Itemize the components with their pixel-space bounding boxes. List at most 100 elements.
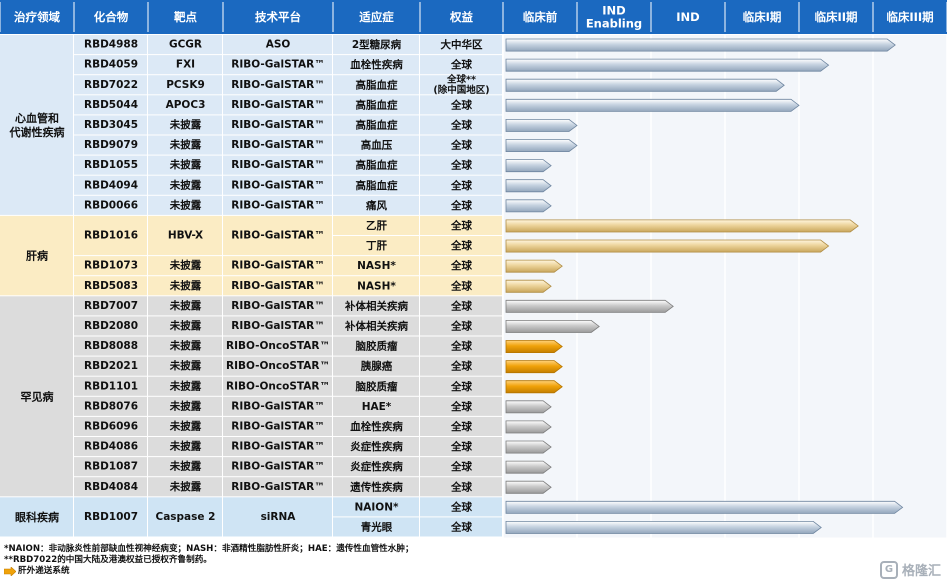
target-name: 未披露 bbox=[169, 118, 202, 131]
indication-name: 高脂血症 bbox=[356, 179, 398, 192]
table-cell bbox=[223, 155, 332, 175]
table-cell bbox=[74, 376, 147, 396]
table-cell bbox=[148, 376, 222, 396]
indication-name: 胰腺癌 bbox=[361, 360, 393, 373]
area-label: 罕见病 bbox=[21, 389, 54, 403]
indication-name: 遗传性疾病 bbox=[349, 480, 403, 493]
indication-name: 血栓性疾病 bbox=[350, 58, 403, 71]
indication-name: 痛风 bbox=[365, 199, 387, 212]
rights-region: 全球 bbox=[450, 380, 472, 393]
table-cell bbox=[333, 276, 419, 296]
table-cell bbox=[420, 256, 502, 276]
progress-arrow bbox=[505, 521, 822, 534]
header-phase-label: 临床I期 bbox=[743, 10, 782, 24]
header-column-label: 化合物 bbox=[94, 10, 129, 24]
table-cell bbox=[148, 256, 222, 276]
header-phase-label: 临床前 bbox=[523, 10, 558, 24]
table-cell bbox=[223, 35, 332, 55]
table-cell bbox=[333, 95, 419, 115]
table-cell bbox=[333, 296, 419, 316]
table-cell bbox=[420, 396, 502, 416]
rights-region: 全球 bbox=[450, 279, 472, 292]
table-cell bbox=[148, 356, 222, 376]
table-cell bbox=[74, 336, 147, 356]
table-cell bbox=[223, 175, 332, 195]
rights-region: 全球 bbox=[450, 179, 472, 192]
rights-region: 全球 bbox=[450, 159, 472, 172]
target-name: 未披露 bbox=[169, 339, 202, 352]
table-cell bbox=[74, 75, 147, 95]
table-cell bbox=[223, 437, 332, 457]
table-cell bbox=[223, 115, 332, 135]
table-cell bbox=[420, 416, 502, 436]
table-cell bbox=[333, 376, 419, 396]
table-cell bbox=[223, 135, 332, 155]
progress-arrow bbox=[505, 340, 563, 353]
progress-arrow bbox=[505, 380, 563, 394]
table-cell bbox=[333, 35, 419, 55]
rights-region: 全球 bbox=[450, 58, 472, 71]
indication-name: 青光眼 bbox=[361, 520, 393, 533]
table-cell bbox=[148, 95, 222, 115]
indication-name: NASH* bbox=[357, 260, 396, 272]
platform-name: RIBO-GalSTAR™ bbox=[231, 139, 324, 151]
table-cell bbox=[148, 276, 222, 296]
progress-arrow bbox=[505, 320, 600, 333]
compound-name: RBD7007 bbox=[84, 300, 138, 312]
indication-name: 高脂血症 bbox=[356, 118, 398, 131]
table-cell bbox=[333, 517, 419, 537]
table-cell bbox=[420, 376, 502, 396]
progress-arrow bbox=[505, 139, 578, 152]
table-cell bbox=[148, 336, 222, 356]
table-cell bbox=[333, 195, 419, 215]
target-name: 未披露 bbox=[169, 440, 202, 453]
table-cell bbox=[223, 316, 332, 336]
table-cell bbox=[223, 376, 332, 396]
table-cell bbox=[74, 416, 147, 436]
compound-name: RBD1007 bbox=[84, 511, 138, 523]
target-name: 未披露 bbox=[169, 198, 202, 211]
compound-name: RBD5044 bbox=[84, 99, 138, 111]
header-column-label: 技术平台 bbox=[255, 10, 301, 24]
table-cell bbox=[420, 75, 502, 95]
table-cell bbox=[420, 195, 502, 215]
table-cell bbox=[74, 135, 147, 155]
header-phase-label: IND bbox=[676, 10, 699, 24]
rights-region: 全球 bbox=[450, 199, 472, 212]
table-cell bbox=[420, 457, 502, 477]
compound-name: RBD4988 bbox=[84, 39, 138, 51]
area-cell bbox=[0, 497, 73, 537]
indication-name: 高脂血症 bbox=[356, 159, 398, 172]
legend-label: 肝外递送系统 bbox=[18, 566, 70, 576]
indication-name: 炎症性疾病 bbox=[350, 440, 403, 453]
platform-name: RIBO-GalSTAR™ bbox=[231, 79, 324, 91]
header-phase-label: 临床II期 bbox=[814, 10, 857, 24]
progress-arrow bbox=[505, 460, 552, 474]
table-cell bbox=[223, 276, 332, 296]
orange-arrow-icon bbox=[4, 567, 16, 576]
target-name: 未披露 bbox=[169, 379, 202, 392]
table-cell bbox=[420, 135, 502, 155]
platform-name: RIBO-GalSTAR™ bbox=[231, 461, 324, 473]
table-cell bbox=[148, 215, 222, 256]
table-cell bbox=[74, 477, 147, 497]
compound-name: RBD8076 bbox=[84, 400, 138, 412]
table-cell bbox=[74, 95, 147, 115]
platform-name: RIBO-GalSTAR™ bbox=[231, 320, 324, 332]
rights-region: 全球 bbox=[450, 98, 472, 111]
table-cell bbox=[74, 396, 147, 416]
progress-arrow bbox=[505, 98, 800, 112]
rights-region: 全球 bbox=[450, 239, 472, 252]
progress-arrow bbox=[505, 199, 552, 213]
table-cell bbox=[420, 155, 502, 175]
compound-name: RBD4084 bbox=[84, 481, 138, 493]
table-cell bbox=[333, 497, 419, 517]
rights-region: 全球 bbox=[450, 360, 472, 373]
table-cell bbox=[148, 316, 222, 336]
area-label: 肝病 bbox=[26, 249, 48, 263]
compound-name: RBD0066 bbox=[84, 199, 138, 211]
table-cell bbox=[148, 437, 222, 457]
table-cell bbox=[420, 215, 502, 235]
rights-region: 全球 bbox=[450, 460, 472, 473]
progress-arrow bbox=[505, 239, 830, 253]
